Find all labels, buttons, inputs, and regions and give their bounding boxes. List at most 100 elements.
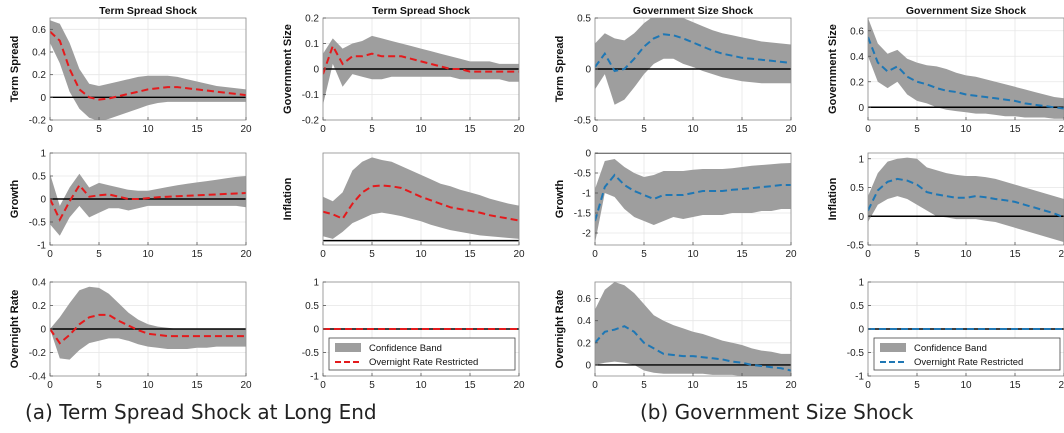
- plot-area: [323, 35, 519, 105]
- y-tick-label: 1: [40, 149, 46, 160]
- x-tick-label: 0: [320, 380, 326, 391]
- y-tick-label: 0: [585, 65, 591, 76]
- legend-band-swatch: [880, 343, 906, 352]
- response-line: [323, 43, 519, 75]
- x-tick-label: 10: [142, 124, 154, 135]
- legend: Confidence Band Overnight Rate Restricted: [328, 337, 516, 371]
- y-tick-label: -0.5: [847, 241, 865, 252]
- panel-b-gov-growth: 0 5 10 15 20 -2 -1.5 -1 -0.5 0 Growth: [554, 149, 797, 261]
- x-tick-label: 10: [142, 249, 154, 260]
- x-tick-label: 0: [592, 124, 598, 135]
- x-tick-label: 10: [142, 380, 154, 391]
- response-line: [595, 173, 791, 222]
- x-tick-label: 5: [369, 124, 375, 135]
- x-tick-label: 15: [1009, 249, 1021, 260]
- y-tick-label: -0.5: [302, 348, 320, 359]
- x-tick-label: 5: [914, 380, 920, 391]
- confidence-band: [595, 282, 791, 376]
- y-tick-label: 0: [585, 360, 591, 371]
- panel-title: Term Spread Shock: [372, 5, 470, 17]
- plot-area: [595, 153, 791, 243]
- x-tick-label: 5: [96, 249, 102, 260]
- x-tick-label: 5: [96, 380, 102, 391]
- response-line: [868, 36, 1064, 110]
- response-line: [595, 33, 791, 73]
- y-tick-label: 0: [313, 65, 319, 76]
- plot-area: [595, 282, 791, 376]
- x-tick-label: 20: [785, 380, 797, 391]
- y-tick-label: -1: [582, 189, 591, 200]
- y-tick-label: -0.5: [847, 348, 865, 359]
- y-axis-label: Term Spread: [554, 36, 566, 102]
- response-line: [868, 177, 1064, 219]
- y-tick-label: 1: [313, 278, 319, 289]
- y-tick-label: 0.6: [850, 26, 864, 37]
- x-tick-label: 15: [191, 380, 203, 391]
- confidence-band: [50, 20, 246, 120]
- x-tick-label: 10: [687, 249, 699, 260]
- x-tick-label: 5: [641, 124, 647, 135]
- x-tick-label: 10: [415, 124, 427, 135]
- y-tick-label: -0.4: [29, 372, 47, 383]
- x-tick-label: 10: [687, 380, 699, 391]
- y-axis-label: Term Spread: [9, 36, 21, 102]
- panel-b-legend: 0 5 10 15 20 -1 -0.5 0 0.5 1 Confidence Band Overni…: [847, 278, 1064, 391]
- y-tick-label: 0: [858, 325, 864, 336]
- y-axis-label: Inflation: [827, 177, 839, 220]
- plot-area: [50, 20, 246, 120]
- y-tick-label: 0.5: [577, 14, 591, 25]
- x-tick-label: 15: [736, 124, 748, 135]
- panel-title: Term Spread Shock: [99, 5, 197, 17]
- x-tick-label: 15: [736, 380, 748, 391]
- panel-a-term-onr: 0 5 10 15 20 -0.4 -0.2 0 0.2 0.4 Overnight Rate: [9, 278, 252, 392]
- y-tick-label: 1: [858, 278, 864, 289]
- y-tick-label: 0.2: [305, 14, 319, 25]
- y-tick-label: 0.2: [577, 338, 591, 349]
- x-tick-label: 20: [785, 249, 797, 260]
- confidence-band: [323, 157, 519, 239]
- confidence-band: [50, 286, 246, 360]
- x-tick-label: 5: [914, 124, 920, 135]
- y-tick-label: -0.5: [574, 169, 592, 180]
- legend: Confidence Band Overnight Rate Restricted: [873, 337, 1061, 371]
- x-tick-label: 20: [240, 249, 252, 260]
- response-line: [50, 313, 246, 345]
- x-tick-label: 20: [240, 380, 252, 391]
- y-tick-label: 0.5: [850, 301, 864, 312]
- x-tick-label: 10: [687, 124, 699, 135]
- plot-area: [323, 157, 519, 242]
- x-tick-label: 20: [513, 380, 525, 391]
- y-axis-label: Government Size: [282, 24, 294, 114]
- y-axis-label: Inflation: [282, 177, 294, 220]
- y-tick-label: 0: [40, 93, 46, 104]
- y-axis-label: Overnight Rate: [554, 290, 566, 369]
- y-axis-label: Government Size: [827, 24, 839, 114]
- legend-band-label: Confidence Band: [914, 343, 987, 354]
- confidence-band: [868, 18, 1064, 119]
- response-line: [50, 30, 246, 101]
- legend-band-label: Confidence Band: [369, 343, 442, 354]
- x-tick-label: 5: [641, 380, 647, 391]
- plot-area: [868, 18, 1064, 119]
- x-tick-label: 0: [865, 249, 871, 260]
- x-tick-label: 20: [513, 249, 525, 260]
- x-tick-label: 5: [96, 124, 102, 135]
- y-tick-label: 0: [40, 195, 46, 206]
- y-tick-label: 0: [585, 149, 591, 160]
- x-tick-label: 0: [47, 249, 53, 260]
- y-tick-label: -0.1: [302, 90, 320, 101]
- y-tick-label: 0.4: [32, 278, 46, 289]
- x-tick-label: 15: [191, 124, 203, 135]
- y-tick-label: -1: [855, 372, 864, 383]
- panel-b-gov-onr: 0 5 10 15 20 0 0.2 0.4 0.6 Overnight Rate: [554, 281, 797, 391]
- y-tick-label: -0.2: [29, 116, 47, 127]
- x-tick-label: 20: [1058, 380, 1064, 391]
- x-tick-label: 20: [240, 124, 252, 135]
- panel-title: Government Size Shock: [906, 5, 1026, 17]
- x-tick-label: 0: [320, 124, 326, 135]
- x-tick-label: 10: [960, 249, 972, 260]
- y-tick-label: 0.2: [850, 77, 864, 88]
- panel-a-term-gov: 0 5 10 15 20 -0.2 -0.1 0 0.1 0.2 Term Spread Shock…: [282, 5, 525, 135]
